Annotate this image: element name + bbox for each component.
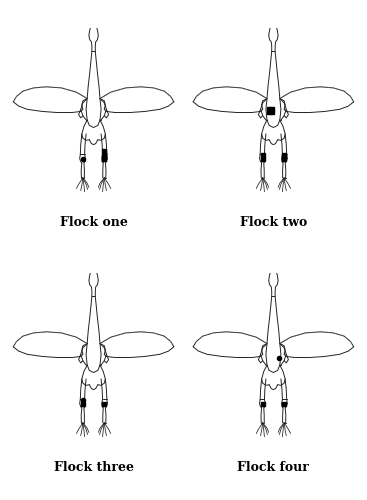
Text: Flock two: Flock two <box>240 216 307 230</box>
Text: Flock three: Flock three <box>54 462 134 474</box>
Text: Flock one: Flock one <box>60 216 127 230</box>
Text: Flock four: Flock four <box>237 462 309 474</box>
